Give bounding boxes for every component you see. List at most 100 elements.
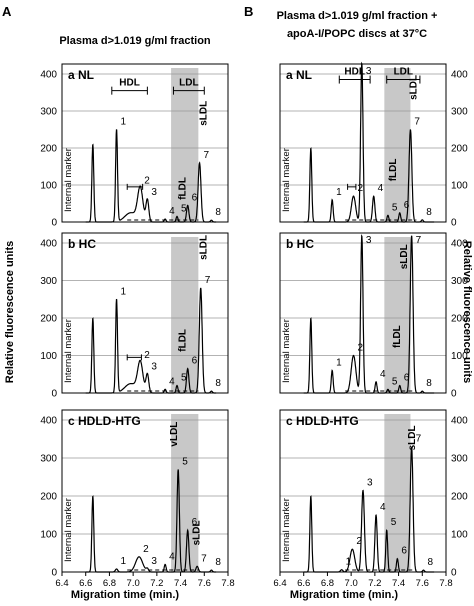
x-axis-label-a: Migration time (min.)	[71, 589, 180, 601]
x-tick-label: 6.4	[55, 578, 68, 589]
peak-label-2: 2	[144, 176, 150, 187]
y-tick-label: 400	[40, 239, 57, 250]
y-tick-label: 400	[451, 416, 468, 427]
peak-label-6: 6	[401, 546, 407, 557]
shaded-region	[171, 414, 199, 572]
band-label-vldl: vLDL	[169, 422, 180, 447]
band-label-sldl: sLDL	[199, 235, 210, 260]
peak-label-5: 5	[392, 202, 398, 213]
plot-frame	[279, 232, 447, 394]
y-tick-label: 100	[451, 351, 468, 362]
peak-label-8: 8	[426, 378, 432, 389]
range-label-hdl: HDL	[344, 67, 365, 78]
plot-frame	[279, 409, 447, 573]
band-label-sldl: sLDL	[407, 425, 418, 450]
peak-label-3: 3	[151, 361, 157, 372]
y-tick-label: 100	[451, 181, 468, 192]
peak-label-1: 1	[336, 358, 342, 369]
peak-label-5: 5	[392, 376, 398, 387]
peak-label-3: 3	[151, 187, 157, 198]
peak-label-6: 6	[192, 517, 198, 528]
internal-marker-label: Internal marker	[281, 148, 292, 212]
y-tick-label: 100	[40, 530, 57, 541]
y-tick-label: 200	[40, 144, 57, 155]
peak-label-8: 8	[215, 557, 221, 568]
peak-label-4: 4	[380, 369, 386, 380]
peak-label-8: 8	[427, 557, 433, 568]
peak-label-1: 1	[121, 117, 127, 128]
panel-letter: c	[68, 414, 78, 428]
internal-marker-label: Internal marker	[63, 498, 74, 562]
chart-panel-b-1: 100 200 300 400 0 1 2 3 45 6 7 8 HDL LDL fLDL sLDL Inter…	[279, 61, 468, 229]
range-label-ldl: LDL	[394, 67, 413, 78]
electropherogram-trace	[85, 469, 217, 573]
x-tick-label: 6.6	[79, 578, 92, 589]
column-title-b-line1: Plasma d>1.019 g/ml fraction +	[277, 10, 438, 22]
electropherogram-trace	[303, 446, 435, 573]
y-tick-label: 200	[451, 314, 468, 325]
plot-frame	[279, 63, 447, 223]
electropherogram-trace	[303, 61, 435, 223]
peak-label-1: 1	[346, 557, 352, 568]
peak-label-8: 8	[215, 207, 221, 218]
range-label-ldl: LDL	[179, 78, 198, 89]
peak-label-4: 4	[169, 551, 175, 562]
peak-label-8: 8	[426, 207, 432, 218]
plot-frame	[61, 63, 229, 223]
peak-label-1: 1	[121, 286, 127, 297]
peak-label-2: 2	[144, 350, 150, 361]
range-label-hdl: HDL	[119, 78, 140, 89]
peak-label-3: 3	[366, 66, 372, 77]
y-tick-label: 100	[40, 351, 57, 362]
peak-label-6: 6	[192, 192, 198, 203]
band-label-fldl: fLDL	[392, 325, 403, 348]
panel-group: NL	[78, 68, 94, 82]
y-tick-label: 0	[51, 389, 57, 400]
plot-frame	[61, 409, 229, 573]
peak-label-4: 4	[169, 206, 175, 217]
electropherogram-trace	[85, 287, 217, 394]
y-tick-label: 300	[40, 276, 57, 287]
internal-marker-label: Internal marker	[63, 148, 74, 212]
y-tick-label: 300	[40, 454, 57, 465]
band-label-sldl: sLDL	[399, 244, 410, 269]
peak-label-3: 3	[367, 477, 373, 488]
panel-label: c HDLD-HTG	[286, 414, 359, 428]
band-label-sldl: sLDL	[192, 520, 203, 545]
shaded-region	[384, 68, 411, 222]
panel-letter: a	[68, 68, 78, 82]
y-tick-label: 0	[51, 218, 57, 229]
band-label-fldl: fLDL	[177, 329, 188, 352]
y-tick-label: 300	[451, 454, 468, 465]
x-tick-label: 6.8	[321, 578, 334, 589]
band-label-sldl: sLDL	[199, 101, 210, 126]
y-axis-label-left: Relative fluorescence units	[4, 241, 16, 383]
shaded-region	[384, 414, 411, 572]
y-tick-label: 100	[40, 181, 57, 192]
panel-group: HDLD-HTG	[296, 414, 359, 428]
peak-label-6: 6	[192, 356, 198, 367]
internal-marker-label: Internal marker	[281, 498, 292, 562]
x-tick-label: 6.6	[297, 578, 310, 589]
y-tick-label: 0	[451, 568, 457, 579]
y-tick-label: 200	[451, 492, 468, 503]
shaded-region	[171, 237, 199, 393]
peak-label-4: 4	[169, 376, 175, 387]
peak-label-5: 5	[181, 373, 187, 384]
panel-label: b HC	[286, 237, 314, 251]
peak-label-1: 1	[336, 187, 342, 198]
chart-panel-a-1: 100 200 300 400 0 1 23 4 56 7 8 HDL LDL fLDL sLDL Inter…	[40, 63, 229, 229]
panel-letter: b	[286, 237, 297, 251]
x-tick-label: 7.4	[174, 578, 187, 589]
x-tick-label: 7.0	[345, 578, 358, 589]
peak-label-8: 8	[215, 378, 221, 389]
x-tick-label: 7.8	[221, 578, 234, 589]
peak-label-6: 6	[404, 200, 410, 211]
y-tick-label: 0	[451, 389, 457, 400]
panel-group: HC	[297, 237, 315, 251]
peak-label-7: 7	[416, 434, 422, 445]
y-tick-label: 400	[451, 70, 468, 81]
peak-label-2: 2	[358, 343, 364, 354]
